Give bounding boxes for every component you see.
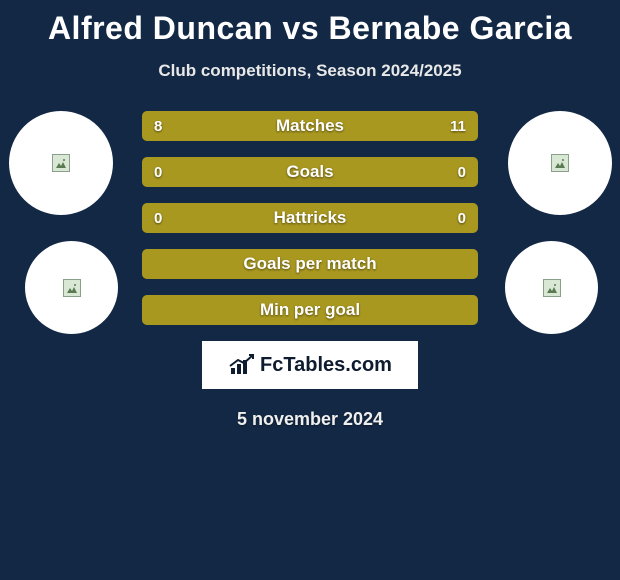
stat-row: 00Goals — [142, 157, 478, 187]
stat-bars: 811Matches 00Goals 00Hattricks Goals per ma… — [142, 111, 478, 325]
stat-label: Goals — [142, 157, 478, 187]
placeholder-icon — [551, 154, 569, 172]
date-text: 5 november 2024 — [0, 409, 620, 430]
placeholder-icon — [543, 279, 561, 297]
chart-icon — [228, 354, 256, 376]
stat-label: Min per goal — [142, 295, 478, 325]
page-subtitle: Club competitions, Season 2024/2025 — [0, 61, 620, 81]
placeholder-icon — [52, 154, 70, 172]
stat-row: Min per goal — [142, 295, 478, 325]
team-right-logo — [505, 241, 598, 334]
placeholder-icon — [63, 279, 81, 297]
stat-label: Hattricks — [142, 203, 478, 233]
stat-label: Goals per match — [142, 249, 478, 279]
stat-row: 00Hattricks — [142, 203, 478, 233]
stat-row: Goals per match — [142, 249, 478, 279]
stat-label: Matches — [142, 111, 478, 141]
attribution-badge: FcTables.com — [202, 341, 418, 389]
attribution-text: FcTables.com — [260, 354, 392, 377]
team-left-logo — [25, 241, 118, 334]
player-right-photo — [508, 111, 612, 215]
player-left-photo — [9, 111, 113, 215]
page-title: Alfred Duncan vs Bernabe Garcia — [0, 0, 620, 47]
stat-row: 811Matches — [142, 111, 478, 141]
comparison-area: 811Matches 00Goals 00Hattricks Goals per ma… — [0, 111, 620, 430]
